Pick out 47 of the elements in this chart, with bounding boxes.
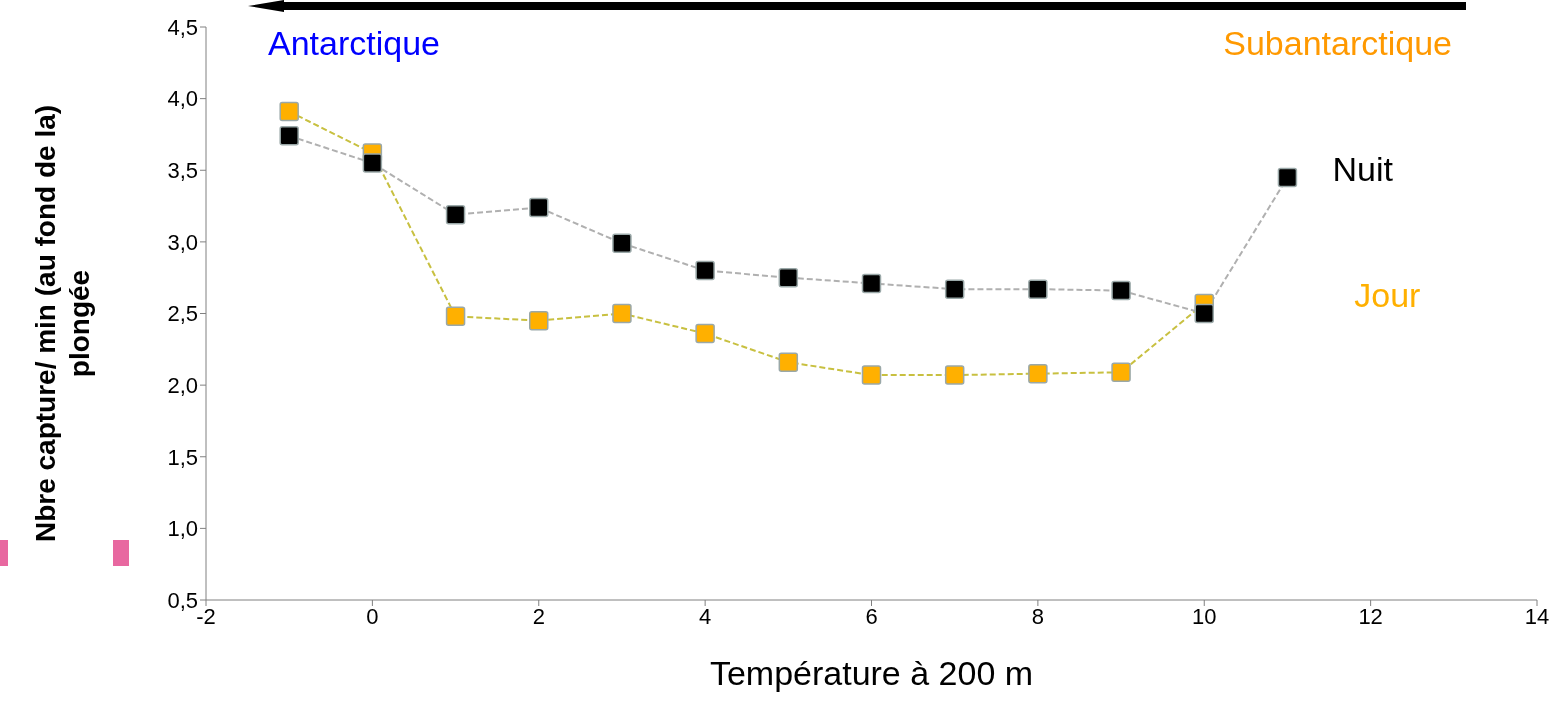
point (778, 352, 799, 372)
point (1111, 362, 1131, 382)
point (612, 303, 632, 324)
point (695, 260, 715, 281)
x-tick-label: 14 (1524, 603, 1550, 629)
point (529, 197, 549, 218)
x-tick-label: 0 (366, 603, 379, 629)
point (1028, 363, 1048, 384)
y-tick-label: 0,5 (167, 587, 198, 613)
x-tick-label: 2 (532, 603, 545, 629)
annotation: Antarctique (268, 24, 440, 63)
point (1194, 303, 1214, 324)
y-tick-label: 2,0 (167, 372, 198, 398)
y-tick-label: 3,0 (167, 229, 198, 255)
point (944, 279, 965, 299)
text: Jour (1354, 276, 1421, 315)
annotation: Subantarctique (1223, 24, 1452, 63)
y-tick-label: 3,5 (167, 158, 198, 184)
y-axis-title: Nbre capture/ min (au fond de la) plongée (30, 104, 95, 543)
point (279, 126, 299, 146)
point (1277, 167, 1298, 188)
point (529, 310, 549, 331)
point (861, 273, 882, 294)
x-tick-label: 4 (699, 603, 712, 629)
point (362, 153, 383, 173)
x-axis-title: Température à 200 m (709, 654, 1034, 692)
y-tick-label: 1,0 (167, 516, 198, 542)
point (445, 204, 466, 225)
point (778, 267, 799, 288)
point (1028, 279, 1048, 299)
y-tick-label: 1,5 (167, 444, 198, 470)
x-tick-label: 10 (1192, 603, 1217, 629)
y-tick-label: 4,0 (167, 86, 198, 112)
x-tick-label: -2 (196, 603, 216, 629)
point (944, 365, 965, 385)
point (445, 306, 466, 327)
y-tick-label: 4,5 (167, 14, 198, 40)
point (279, 101, 299, 122)
x-tick-label: 12 (1358, 603, 1383, 629)
x-tick-label: 8 (1031, 603, 1044, 629)
point (1111, 280, 1131, 301)
point (861, 365, 882, 385)
series-label: Nuit (1332, 150, 1394, 189)
x-tick-label: 6 (865, 603, 878, 629)
point (612, 233, 632, 254)
point (695, 323, 715, 344)
y-tick-label: 2,5 (167, 301, 198, 327)
